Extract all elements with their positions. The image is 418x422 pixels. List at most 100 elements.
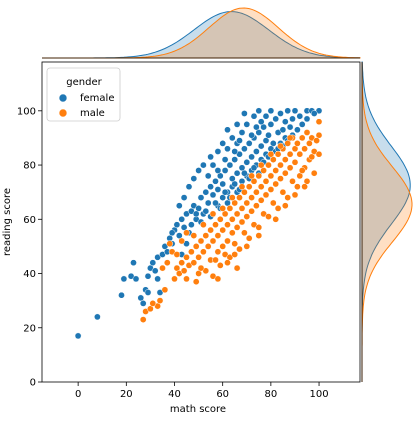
main-axes-frame [41,61,361,383]
data-point-male [298,167,306,174]
data-point-male [262,177,270,185]
data-point-female [175,202,183,210]
data-point-female [253,148,260,155]
data-point-female [236,137,243,144]
data-point-male [171,275,178,283]
y-axis-label: reading score [2,188,13,256]
data-point-female [243,158,251,166]
data-point-male [236,245,243,253]
data-point-female [214,148,222,155]
data-point-female [219,140,227,147]
data-point-female [248,153,255,161]
data-point-female [241,110,248,117]
data-point-female [212,199,219,207]
data-point-male [284,140,292,147]
data-point-female [178,215,186,223]
data-point-male [226,205,234,212]
data-point-female [291,107,299,115]
data-point-female [255,107,263,115]
data-point-male [188,248,195,256]
data-point-male [173,251,181,258]
data-point-male [289,177,296,185]
data-point-female [233,169,241,177]
data-point-female [180,194,188,201]
data-point-male [286,164,294,172]
data-point-male [245,234,253,242]
data-point-male [286,150,294,158]
data-point-male [178,237,186,245]
data-point-male [228,215,236,223]
data-point-male [269,199,277,207]
data-point-female [154,275,161,283]
x-tick-label: 40 [168,389,181,400]
data-point-female [253,123,260,131]
y-tick-label: 20 [23,323,36,334]
data-point-female [130,259,137,267]
data-point-male [221,210,229,218]
data-point-male [200,248,207,256]
data-point-male [216,215,224,223]
data-point-male [301,145,308,153]
data-point-male [149,300,157,307]
data-point-male [214,275,222,283]
data-point-female [250,112,258,120]
legend-label-female: female [80,93,114,104]
data-point-male [190,232,198,239]
data-point-female [224,145,231,153]
data-point-male [298,134,306,142]
y-tick-label: 80 [23,161,36,172]
data-point-male [212,221,219,229]
x-tick-label: 100 [309,389,328,400]
data-point-male [267,150,275,158]
data-point-female [185,183,193,191]
data-point-male [301,183,308,191]
data-point-female [212,177,219,185]
data-point-male [272,167,280,174]
data-point-male [274,205,282,212]
top-marginal-kde [42,7,361,59]
data-point-female [231,180,239,188]
data-point-female [303,115,311,123]
data-point-female [149,259,157,267]
data-point-female [281,118,289,126]
data-point-male [315,118,323,126]
data-point-male [236,194,243,201]
y-tick-label: 40 [23,269,36,280]
data-point-male [233,224,241,231]
data-point-male [183,229,190,237]
data-point-female [262,137,270,144]
data-point-male [277,142,284,150]
data-point-female [265,131,272,139]
legend-marker-female [58,93,68,103]
legend-title: gender [66,77,102,88]
data-point-male [277,161,284,169]
data-point-male [310,169,318,177]
data-point-female [233,121,241,128]
data-point-female [238,129,246,136]
data-point-male [243,243,251,250]
data-point-male [204,243,212,250]
data-point-female [296,112,304,120]
data-point-female [190,175,198,182]
data-point-male [180,267,188,275]
data-point-female [144,272,152,280]
y-axis-ticks: 0 20 40 60 80 100 [17,106,42,389]
data-point-male [294,140,301,147]
data-point-female [209,161,217,169]
data-point-male [200,221,207,229]
data-point-male [296,150,304,158]
data-point-male [272,215,280,223]
data-point-male [231,251,239,258]
data-point-female [257,142,265,150]
legend-marker-male [58,108,68,118]
data-point-female [197,194,205,201]
data-point-male [209,237,217,245]
data-point-male [248,207,255,215]
scatter-points [74,107,323,340]
data-point-male [284,194,292,201]
data-point-male [219,226,227,234]
data-point-male [228,229,236,237]
data-point-female [241,169,248,177]
data-point-male [245,183,253,191]
